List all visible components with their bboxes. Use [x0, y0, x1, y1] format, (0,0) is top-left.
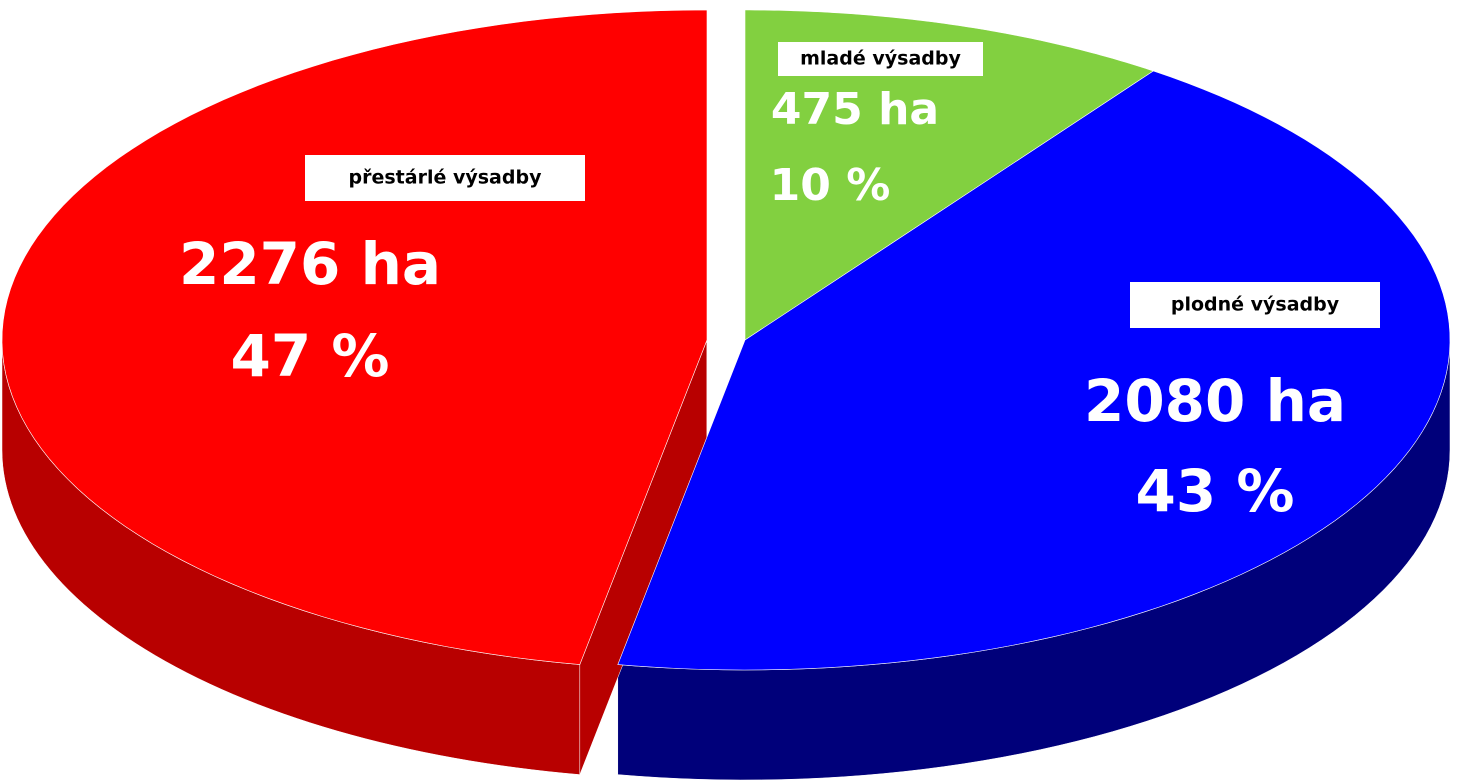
category-label: přestárlé výsadby	[349, 167, 543, 189]
value-label: 2080 ha	[1084, 367, 1346, 435]
label-box	[778, 42, 983, 76]
value-label: 475 ha	[771, 84, 939, 135]
label-box	[305, 155, 585, 201]
value-label: 2276 ha	[179, 230, 441, 298]
percent-label: 47 %	[230, 322, 389, 390]
category-label: plodné výsadby	[1171, 294, 1340, 316]
label-box	[1130, 282, 1380, 328]
slice	[744, 9, 1155, 341]
percent-label: 43 %	[1135, 457, 1294, 525]
percent-label: 10 %	[770, 160, 891, 211]
slice	[617, 70, 1451, 671]
category-label: mladé výsadby	[800, 48, 961, 70]
tops	[1, 9, 1451, 671]
